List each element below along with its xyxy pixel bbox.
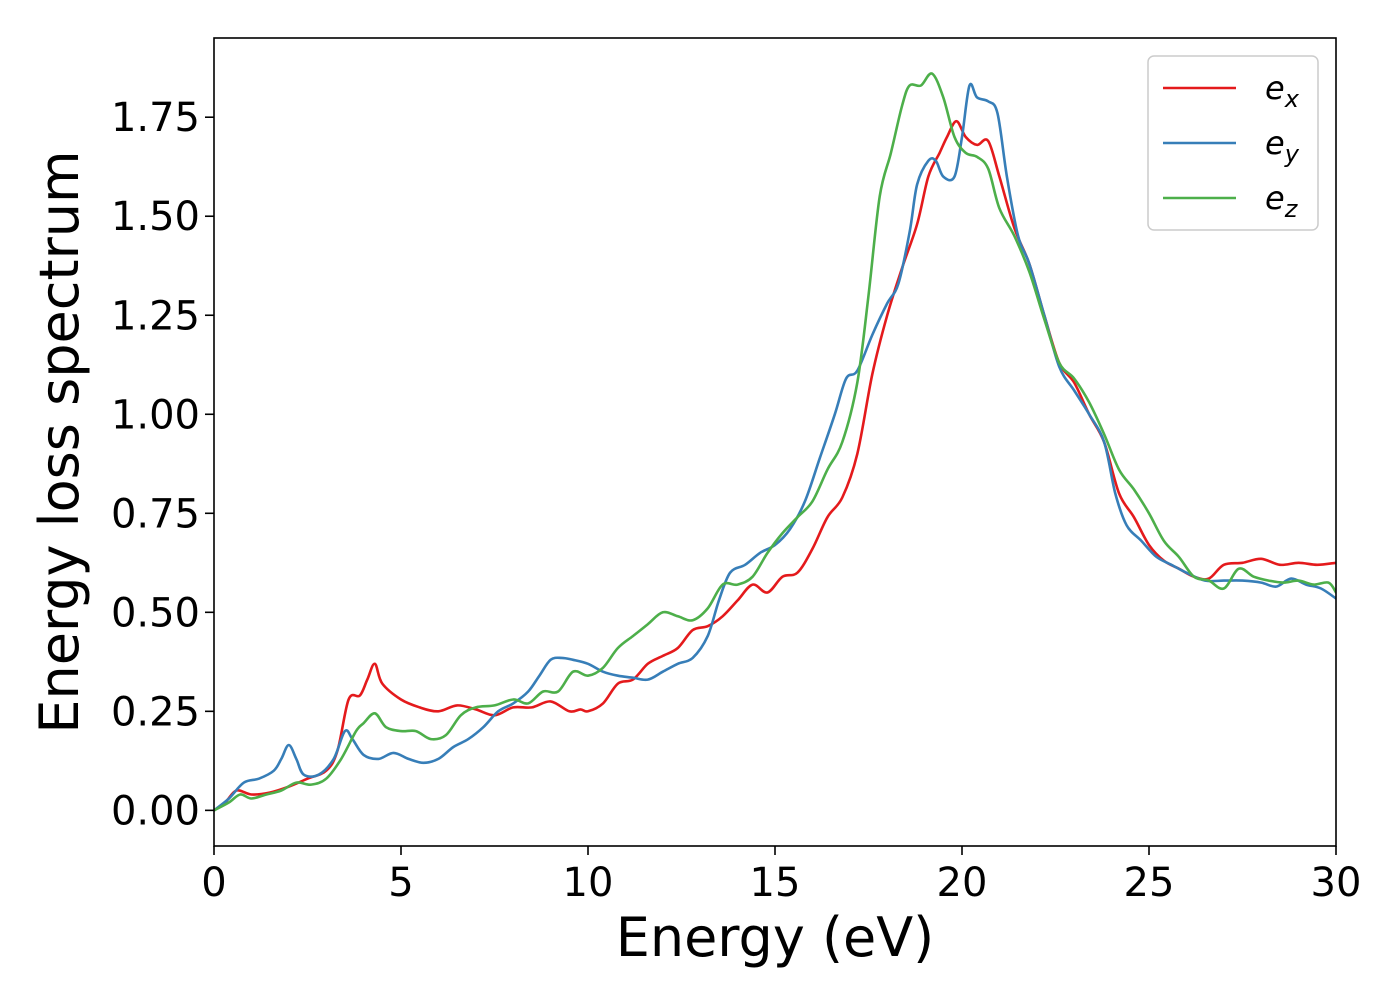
x-axis: 0 5 10 15 20 25 30 — [201, 846, 1361, 906]
x-axis-label: Energy (eV) — [616, 906, 935, 969]
y-tick-label: 0.50 — [111, 590, 200, 636]
y-tick-label: 1.00 — [111, 392, 200, 438]
y-tick-label: 0.00 — [111, 788, 200, 834]
series-line-e-x — [214, 119, 1336, 812]
legend-label-e-z: ez — [1265, 179, 1299, 223]
legend: ex ey ez — [1147, 55, 1319, 231]
y-tick-label: 0.75 — [111, 491, 200, 537]
y-axis: 0.00 0.25 0.50 0.75 1.00 1.25 1.50 1.75 — [111, 95, 214, 834]
y-tick-label: 0.25 — [111, 689, 200, 735]
y-tick-label: 1.75 — [111, 95, 200, 141]
series-line-e-z — [214, 72, 1336, 812]
x-tick-label: 25 — [1124, 860, 1175, 906]
series-layer — [214, 72, 1336, 812]
x-tick-label: 15 — [750, 860, 801, 906]
x-tick-label: 20 — [937, 860, 988, 906]
legend-label-e-y: ey — [1265, 124, 1300, 168]
y-tick-label: 1.25 — [111, 293, 200, 339]
x-tick-label: 0 — [201, 860, 226, 906]
x-tick-label: 5 — [388, 860, 413, 906]
legend-label-e-x: ex — [1265, 69, 1300, 113]
y-axis-label: Energy loss spectrum — [28, 150, 91, 733]
x-tick-label: 10 — [563, 860, 614, 906]
y-tick-label: 1.50 — [111, 194, 200, 240]
series-line-e-y — [214, 82, 1336, 812]
x-tick-label: 30 — [1311, 860, 1362, 906]
